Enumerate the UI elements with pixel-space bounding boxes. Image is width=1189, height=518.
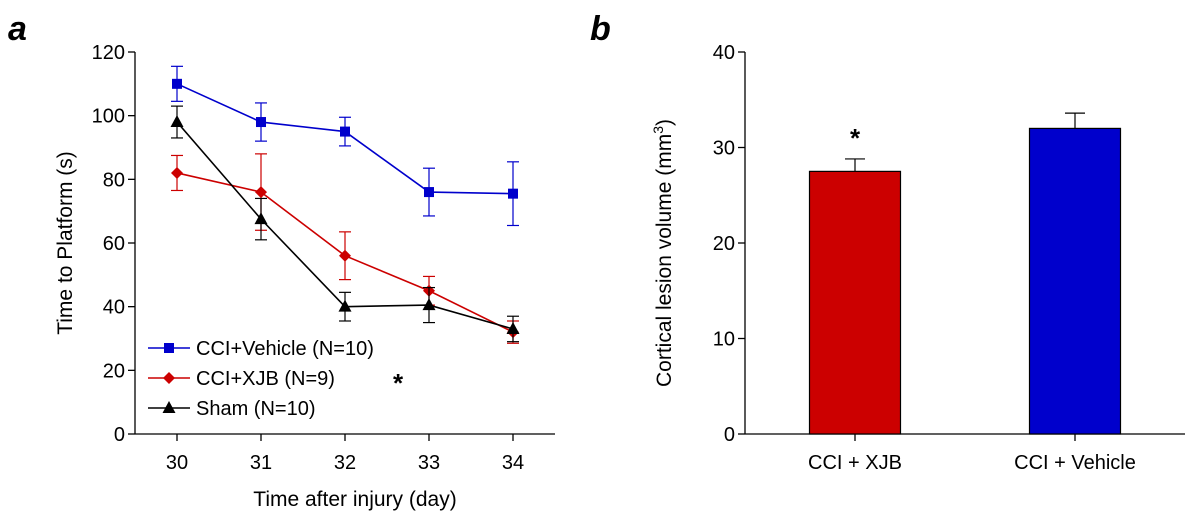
x-tick-label: 31 <box>250 452 272 474</box>
y-tick-label: 40 <box>103 297 125 319</box>
data-point <box>171 166 183 179</box>
panel-b-y-axis-title-end: ) <box>653 119 676 126</box>
series-triangle <box>170 105 520 343</box>
y-tick-label: 40 <box>713 42 735 64</box>
y-tick-label: 30 <box>713 138 735 160</box>
y-tick-label: 120 <box>92 42 125 64</box>
y-tick-label: 0 <box>114 424 125 446</box>
data-point <box>508 188 518 199</box>
data-point <box>256 117 266 128</box>
panel-a-x-axis-title: Time after injury (day) <box>253 488 456 511</box>
panel-a-line-chart: a Time to Platform (s) Time after injury… <box>8 10 555 511</box>
data-point <box>339 249 351 262</box>
panel-b-bar-chart: b Cortical lesion volume (mm3) 0 10 20 30 40… <box>590 10 1185 474</box>
y-tick-label: 10 <box>713 329 735 351</box>
data-point <box>506 321 520 334</box>
data-point <box>424 187 434 198</box>
data-point <box>338 299 352 312</box>
panel-b-bars: CCI + XJB CCI + Vehicle * <box>808 112 1136 474</box>
legend-label: CCI+XJB (N=9) <box>196 368 335 390</box>
panel-b-y-axis-title-main: Cortical lesion volume (mm <box>653 134 676 387</box>
significance-star: * <box>850 123 861 153</box>
x-tick-label: CCI + XJB <box>808 452 902 474</box>
legend-label: Sham (N=10) <box>196 398 316 420</box>
panel-b-label: b <box>590 10 611 48</box>
data-point <box>422 298 436 311</box>
y-tick-label: 20 <box>713 233 735 255</box>
series-square <box>171 65 519 227</box>
x-tick-label: 30 <box>166 452 188 474</box>
panel-b-y-axis-title-superscript: 3 <box>650 126 666 134</box>
x-tick-label: 32 <box>334 452 356 474</box>
data-point <box>172 78 182 89</box>
legend-label: CCI+Vehicle (N=10) <box>196 338 374 360</box>
y-tick-label: 60 <box>103 233 125 255</box>
panel-a-y-axis-title: Time to Platform (s) <box>54 151 77 335</box>
x-tick-label: 33 <box>418 452 440 474</box>
bar <box>808 170 902 435</box>
data-point <box>254 212 268 225</box>
y-tick-label: 20 <box>103 360 125 382</box>
data-point <box>340 126 350 137</box>
legend-marker <box>163 372 175 384</box>
x-tick-label: 34 <box>502 452 524 474</box>
panel-a-legend: CCI+Vehicle (N=10) CCI+XJB (N=9) Sham (N=1… <box>148 338 404 420</box>
panel-b-y-ticks: 0 10 20 30 40 <box>713 42 745 446</box>
bar <box>1028 127 1122 435</box>
y-tick-label: 80 <box>103 169 125 191</box>
panel-b-y-axis-title: Cortical lesion volume (mm3) <box>650 119 676 387</box>
y-tick-label: 100 <box>92 106 125 128</box>
legend-marker <box>164 343 174 353</box>
panel-a-y-ticks: 0 20 40 60 80 100 120 <box>92 42 135 446</box>
legend-marker <box>162 401 176 413</box>
significance-star: * <box>393 368 404 398</box>
y-tick-label: 0 <box>724 424 735 446</box>
panel-a-series-group <box>170 65 520 344</box>
data-point <box>170 115 184 128</box>
data-point <box>255 186 267 199</box>
panel-a-x-ticks: 30 31 32 33 34 <box>166 434 524 474</box>
panel-a-label: a <box>8 10 27 48</box>
x-tick-label: CCI + Vehicle <box>1014 452 1136 474</box>
